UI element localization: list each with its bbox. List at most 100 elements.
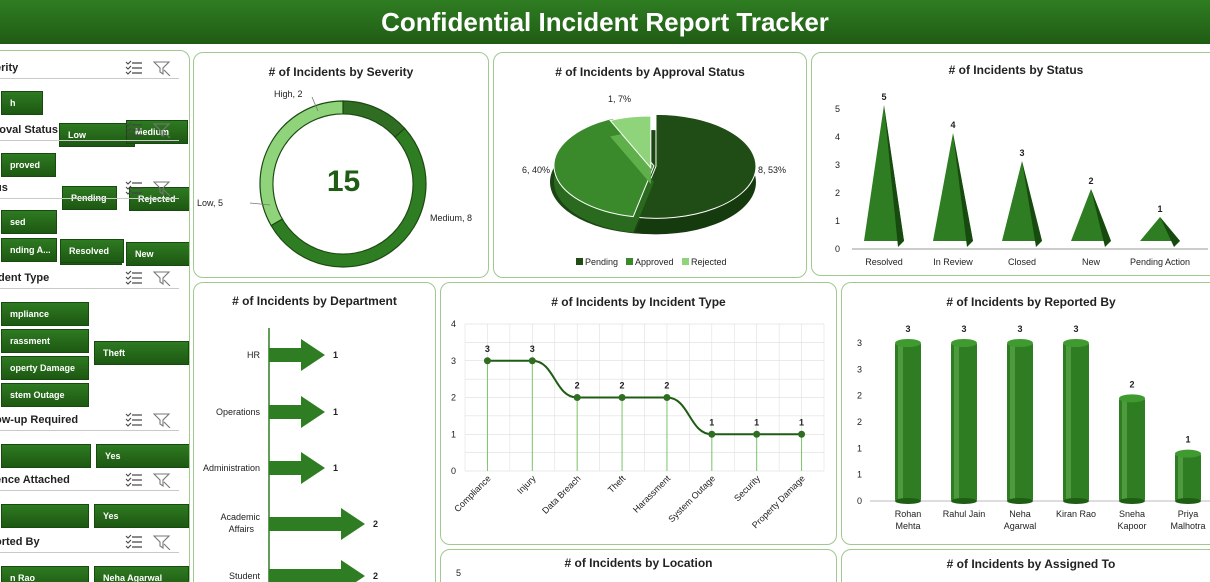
slicer-title: orted By bbox=[0, 536, 40, 548]
approval-label-approved: 6, 40% bbox=[522, 165, 550, 175]
clear-filter-icon[interactable] bbox=[153, 412, 171, 428]
status-panel: # of Incidents by Status 0 1 2 3 4 5 5 Resolved… bbox=[811, 52, 1210, 276]
incident-point bbox=[663, 394, 671, 401]
department-category-label: Student bbox=[229, 571, 261, 581]
approval-label-pending: 8, 53% bbox=[758, 165, 786, 175]
incident-point bbox=[618, 394, 626, 401]
incident-point bbox=[528, 357, 536, 365]
slicer-button[interactable]: Yes bbox=[96, 444, 189, 468]
severity-panel: # of Incidents by Severity High, 2 Medium… bbox=[193, 52, 489, 278]
clear-filter-icon[interactable] bbox=[153, 122, 171, 138]
incident-value-label: 3 bbox=[485, 344, 490, 354]
slicer-button[interactable]: Neha Agarwal bbox=[94, 566, 189, 582]
incident-category-label: Data Breach bbox=[540, 473, 582, 515]
incident-type-line-chart: 0 1 2 3 4 3 Compliance 3 Injury 2 Data Breach 2 Thef… bbox=[451, 319, 825, 530]
reported-cylinder bbox=[1007, 339, 1033, 504]
clear-filter-icon[interactable] bbox=[153, 270, 171, 286]
clear-filter-icon[interactable] bbox=[153, 534, 171, 550]
multi-select-icon[interactable] bbox=[125, 412, 143, 428]
slicer-button[interactable] bbox=[1, 504, 89, 528]
slicer-button[interactable]: proved bbox=[1, 153, 56, 177]
severity-total: 15 bbox=[326, 165, 361, 198]
reported-value-label: 3 bbox=[905, 324, 910, 334]
status-cone-shade bbox=[884, 105, 904, 247]
incident-category-label: Theft bbox=[606, 473, 628, 495]
clear-filter-icon[interactable] bbox=[153, 472, 171, 488]
clear-filter-icon[interactable] bbox=[153, 180, 171, 196]
incident-y-tick: 3 bbox=[451, 356, 456, 366]
status-category-label: Closed bbox=[1008, 257, 1036, 267]
incident-y-tick: 0 bbox=[451, 466, 456, 476]
department-arrow bbox=[269, 452, 325, 484]
slicer-button[interactable]: Rejected bbox=[129, 187, 189, 211]
approval-legend-rejected: Rejected bbox=[691, 257, 727, 267]
approval-chart-title: # of Incidents by Approval Status bbox=[555, 65, 745, 79]
multi-select-icon[interactable] bbox=[125, 472, 143, 488]
department-panel: # of Incidents by Department 1 HR 1 Operati… bbox=[193, 282, 436, 582]
reported-value-label: 2 bbox=[1129, 379, 1134, 389]
slicer-button[interactable]: rassment bbox=[1, 329, 89, 353]
incident-value-label: 3 bbox=[530, 344, 535, 354]
slicer-button[interactable]: stem Outage bbox=[1, 383, 89, 407]
status-cone-shade bbox=[1091, 189, 1111, 247]
reported-category-label: Malhotra bbox=[1170, 521, 1205, 531]
multi-select-icon[interactable] bbox=[125, 60, 143, 76]
leader-line bbox=[311, 96, 319, 112]
slicer-button[interactable]: nding A... bbox=[1, 238, 57, 262]
incident-category-label: Harassment bbox=[631, 473, 673, 515]
slicer-title: erity bbox=[0, 62, 19, 74]
slicer-button[interactable]: sed bbox=[1, 210, 57, 234]
multi-select-icon[interactable] bbox=[125, 270, 143, 286]
slicer-button[interactable] bbox=[1, 444, 91, 468]
department-value-label: 2 bbox=[373, 519, 378, 529]
incident-point bbox=[573, 394, 581, 401]
approval-legend-pending: Pending bbox=[585, 257, 618, 267]
slicer-button[interactable]: mpliance bbox=[1, 302, 89, 326]
slicer-button[interactable]: New bbox=[126, 242, 189, 266]
status-cone-shade bbox=[953, 133, 973, 247]
status-cone-shade bbox=[1160, 217, 1180, 247]
severity-chart-title: # of Incidents by Severity bbox=[268, 65, 414, 79]
reported-category-label: Kapoor bbox=[1117, 521, 1146, 531]
incident-point bbox=[708, 430, 716, 438]
assigned-to-chart-title: # of Incidents by Assigned To bbox=[946, 557, 1116, 571]
reported-by-cylinder-chart: 0 1 1 2 2 3 3 3 Rohan Mehta 3 Rahul Jain 3 Neha Agarwa… bbox=[857, 324, 1210, 531]
slicer-button[interactable]: n Rao bbox=[1, 566, 89, 582]
approval-slice-rejected bbox=[609, 115, 652, 170]
slicer-title: ow-up Required bbox=[0, 414, 79, 426]
status-y-tick: 2 bbox=[835, 188, 840, 198]
status-value-label: 5 bbox=[881, 92, 886, 102]
slicer-button[interactable]: Yes bbox=[94, 504, 189, 528]
incident-value-label: 2 bbox=[575, 381, 580, 391]
incident-value-label: 1 bbox=[799, 417, 804, 427]
multi-select-icon[interactable] bbox=[125, 534, 143, 550]
slicer-divider bbox=[0, 490, 179, 491]
slicer-button[interactable]: operty Damage bbox=[1, 356, 89, 380]
slicer-divider bbox=[0, 430, 179, 431]
incident-point bbox=[753, 430, 761, 438]
slicer-button[interactable]: Theft bbox=[94, 341, 189, 365]
incident-category-label: Injury bbox=[515, 473, 538, 496]
slicer-button[interactable]: Low bbox=[59, 123, 135, 147]
multi-select-icon[interactable] bbox=[125, 122, 143, 138]
slicer-button[interactable]: h bbox=[1, 91, 43, 115]
legend-swatch bbox=[576, 258, 583, 265]
status-value-label: 3 bbox=[1019, 148, 1024, 158]
department-chart-title: # of Incidents by Department bbox=[232, 294, 397, 308]
slicer-title: us bbox=[0, 182, 8, 194]
location-panel: # of Incidents by Location 5 bbox=[440, 549, 837, 582]
multi-select-icon[interactable] bbox=[125, 180, 143, 196]
slicer-title: ident Type bbox=[0, 272, 50, 284]
incident-series-line bbox=[487, 359, 802, 436]
reported-category-label: Sneha bbox=[1119, 509, 1145, 519]
reported-by-panel: # of Incidents by Reported By 0 1 1 2 2 3 3 3 Ro… bbox=[841, 282, 1210, 545]
incident-value-label: 2 bbox=[664, 381, 669, 391]
clear-filter-icon[interactable] bbox=[153, 60, 171, 76]
department-arrow bbox=[269, 560, 365, 582]
slicer-divider bbox=[0, 78, 179, 79]
slicer-button[interactable]: Resolved bbox=[60, 239, 124, 263]
status-value-label: 4 bbox=[950, 120, 955, 130]
reported-value-label: 3 bbox=[961, 324, 966, 334]
reported-category-label: Rahul Jain bbox=[943, 509, 986, 519]
department-category-label: Academic bbox=[220, 512, 260, 522]
